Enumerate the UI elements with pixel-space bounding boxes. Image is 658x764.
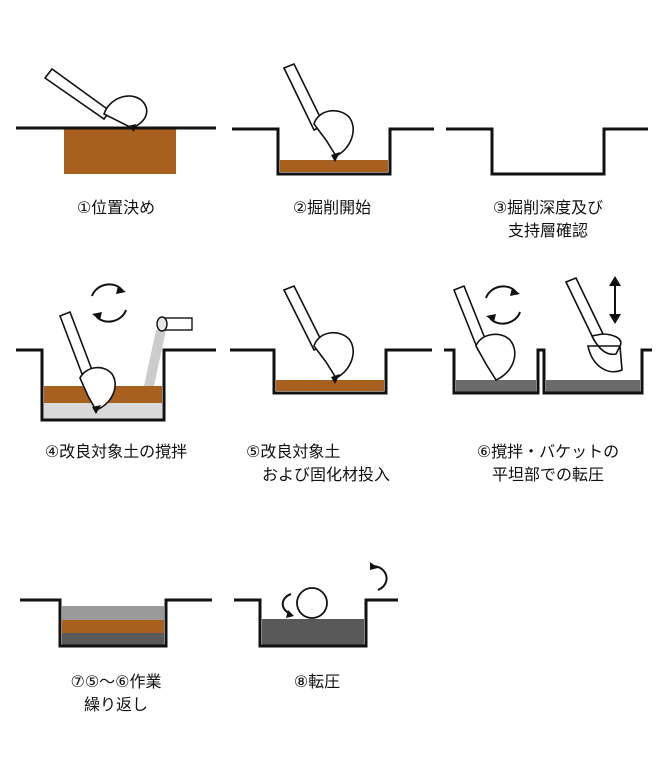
excavator-bucket	[43, 67, 148, 132]
step-2-illustration	[232, 62, 434, 176]
mixed-layer-left	[456, 380, 536, 392]
step-8-illustration	[234, 562, 398, 648]
step-7-caption: ⑦⑤～⑥作業 繰り返し	[70, 672, 162, 714]
step-3-illustration	[446, 127, 648, 176]
excavator-bucket	[282, 62, 354, 162]
pit-outline	[444, 348, 652, 395]
layer-soil	[62, 620, 164, 633]
step-7-illustration	[20, 598, 212, 648]
excavator-bucket	[452, 284, 516, 382]
layer-gray-top	[62, 606, 164, 620]
excavator-bucket-flat	[564, 276, 623, 373]
rotate-right-icon	[371, 565, 388, 591]
step-6-caption: ⑥撹拌・バケットの 平坦部での転圧	[476, 442, 620, 484]
step-5-caption: ⑤改良対象土 および固化材投入	[246, 442, 391, 484]
step-1-illustration	[16, 67, 216, 174]
soil-layer	[280, 160, 388, 172]
soil-block	[64, 128, 176, 174]
step-2-caption: ②掘削開始	[292, 198, 372, 217]
layer-dark-bottom	[62, 633, 164, 645]
step-3-caption: ③掘削深度及び 支持層確認	[492, 198, 604, 240]
step-6-illustration	[444, 276, 652, 395]
excavator-bucket	[282, 284, 354, 384]
mixed-soil-layer	[276, 380, 384, 391]
pit-outline	[16, 348, 216, 422]
step-8-caption: ⑧転圧	[293, 672, 341, 691]
step-1-caption: ①位置決め	[76, 198, 156, 217]
pit-outline	[232, 127, 434, 176]
rotate-left-icon	[281, 593, 292, 615]
pit-outline	[446, 127, 648, 176]
roller-icon	[296, 587, 328, 619]
step-5-illustration	[230, 284, 432, 395]
step-4-caption: ④改良対象土の撹拌	[44, 442, 188, 461]
mixed-layer-right	[546, 380, 640, 392]
powder-stream	[144, 330, 166, 386]
pit-outline	[20, 598, 212, 648]
excavator-bucket	[58, 310, 116, 414]
cement-layer	[44, 403, 162, 420]
compacted-layer	[262, 619, 364, 645]
hopper-icon	[156, 316, 193, 332]
step-4-illustration	[16, 283, 216, 422]
pit-outline	[230, 348, 432, 395]
pit-outline	[234, 598, 398, 648]
